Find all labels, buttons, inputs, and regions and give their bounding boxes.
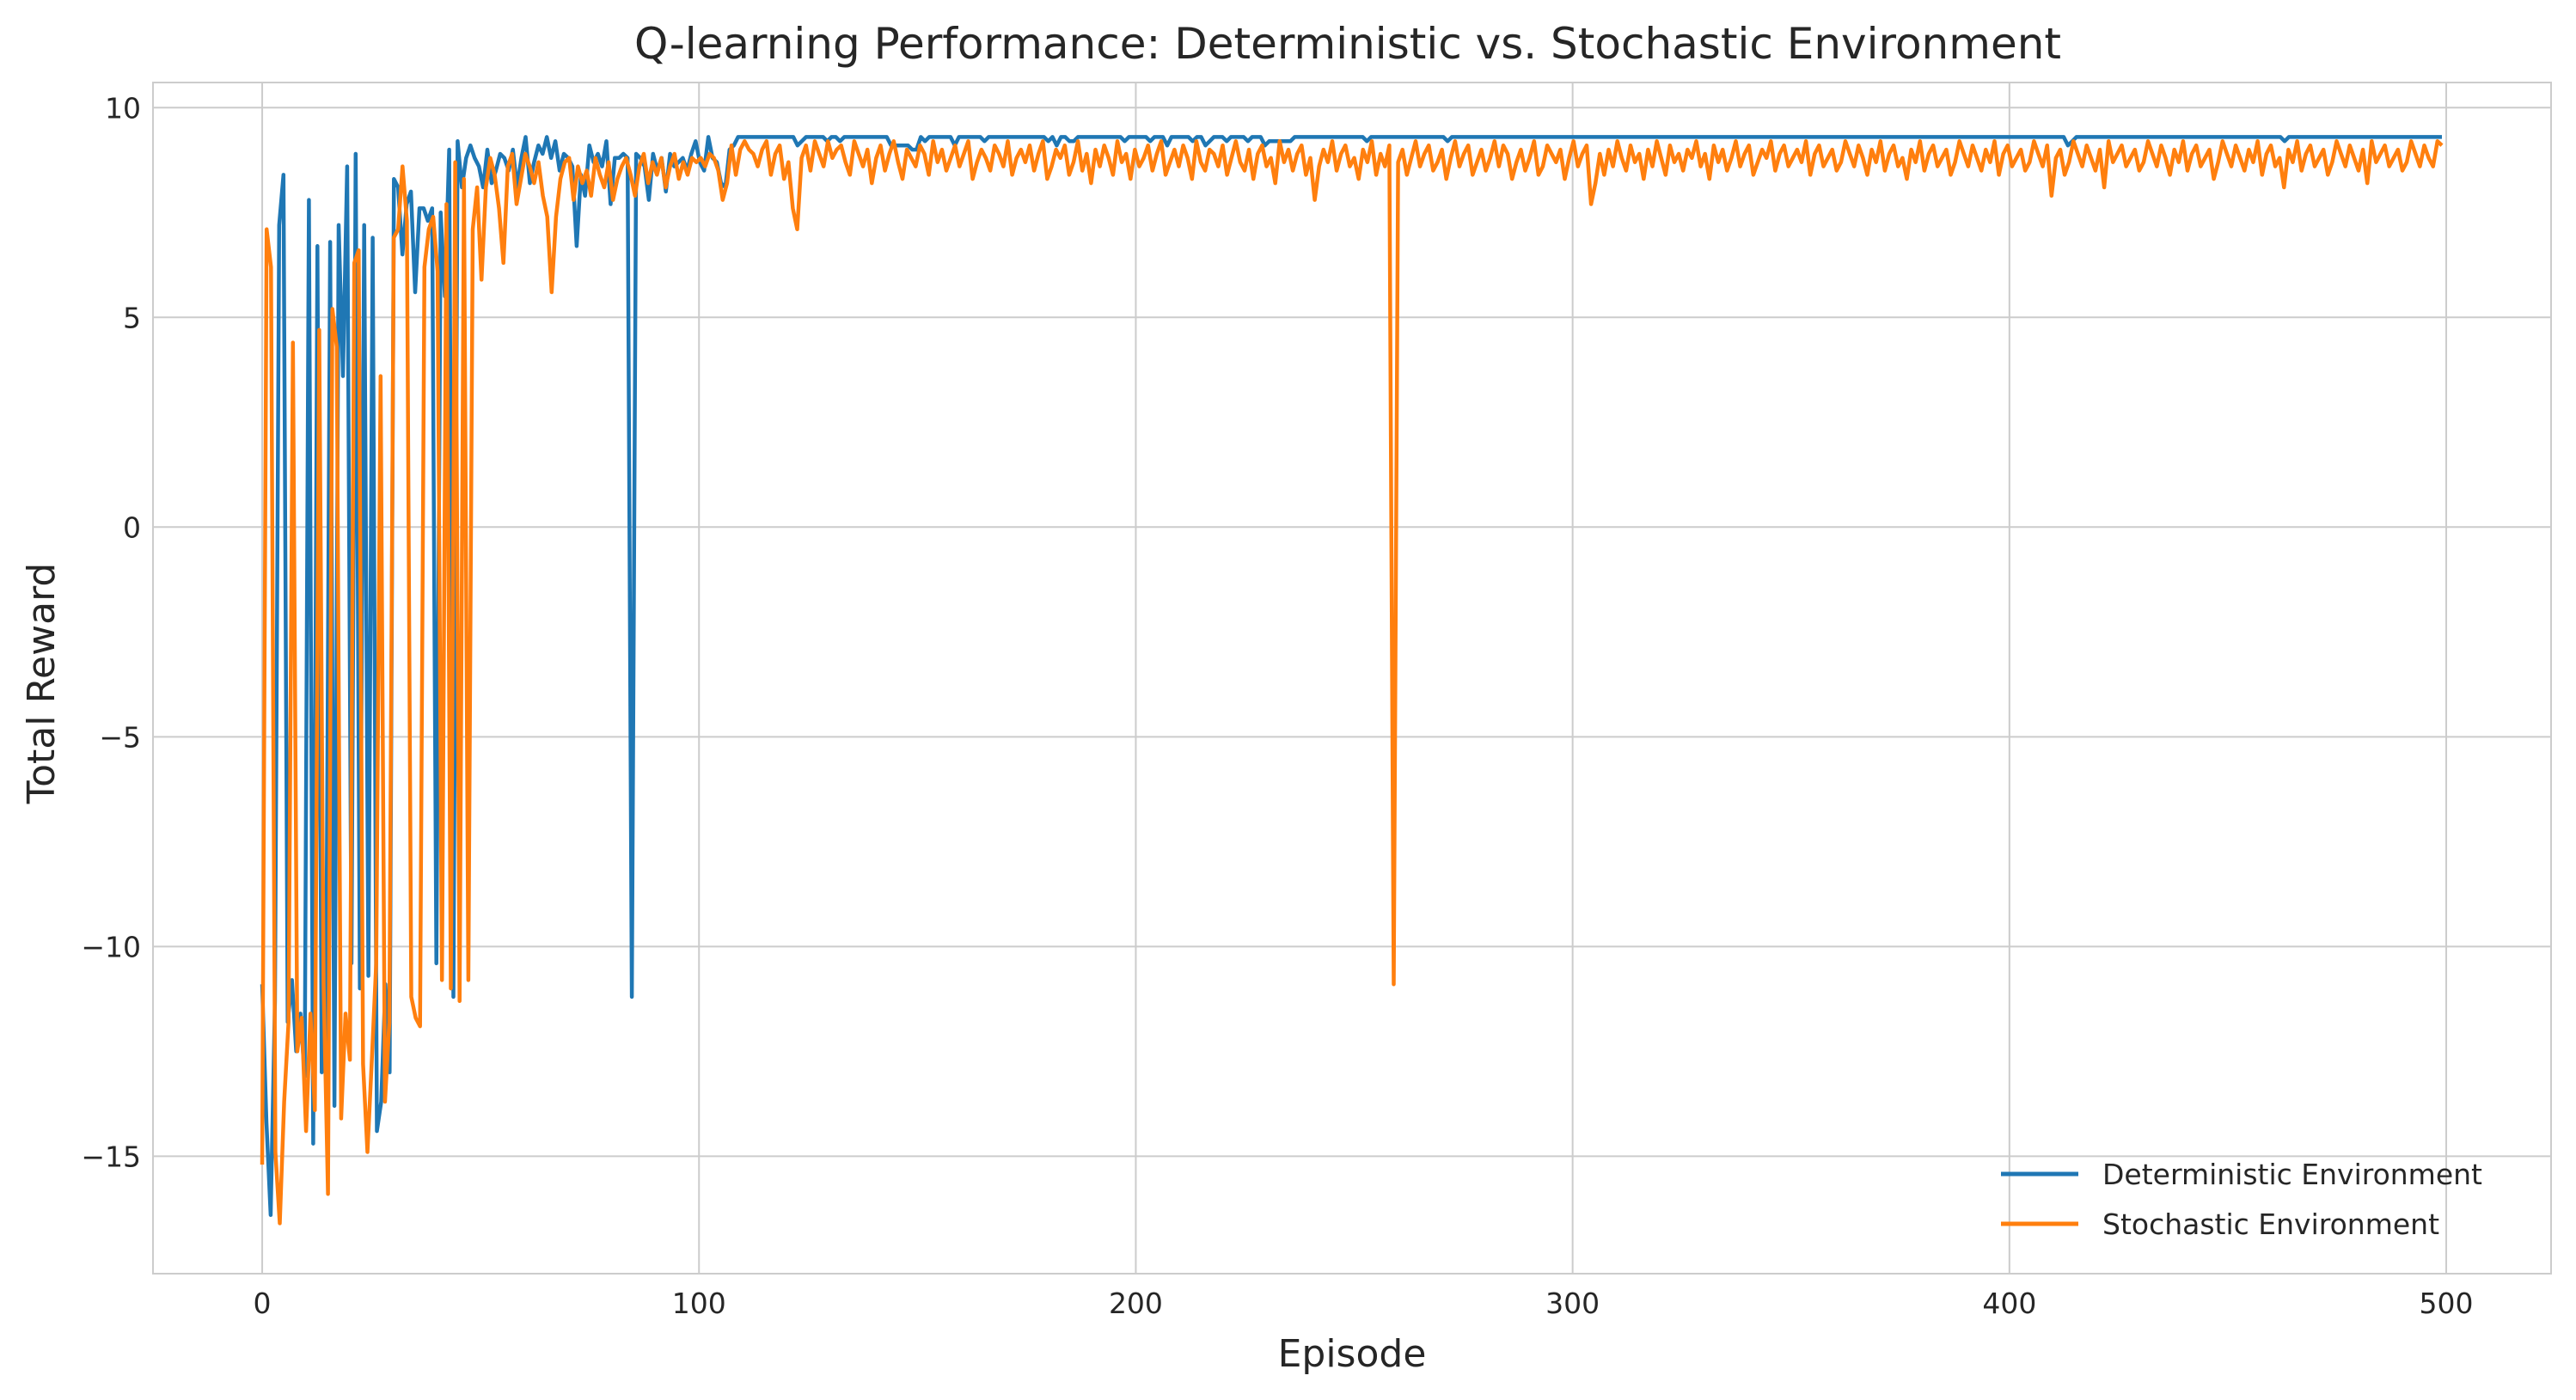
grid — [153, 83, 2551, 1274]
x-tick-label: 200 — [1109, 1287, 1163, 1320]
x-tick-label: 300 — [1545, 1287, 1600, 1320]
legend: Deterministic Environment Stochastic Env… — [2001, 1158, 2482, 1241]
x-tick-label: 500 — [2420, 1287, 2474, 1320]
y-tick-label: −10 — [81, 930, 141, 963]
legend-label-deterministic: Deterministic Environment — [2102, 1158, 2482, 1191]
x-tick-label: 100 — [672, 1287, 726, 1320]
y-axis-label: Total Reward — [20, 563, 64, 805]
y-tick-labels: −15 −10 −5 0 5 10 — [81, 91, 141, 1173]
y-tick-label: 0 — [123, 510, 141, 544]
series-lines — [260, 135, 2444, 1226]
y-tick-label: −5 — [99, 720, 141, 754]
y-tick-label: 5 — [123, 301, 141, 334]
y-tick-label: 10 — [105, 91, 141, 125]
x-tick-labels: 0 100 200 300 400 500 — [254, 1287, 2474, 1320]
plot-frame — [152, 82, 2552, 1275]
x-axis-label: Episode — [1278, 1332, 1427, 1376]
chart-title: Q-learning Performance: Deterministic vs… — [634, 19, 2061, 69]
legend-label-stochastic: Stochastic Environment — [2102, 1207, 2439, 1241]
series-line-stochastic — [260, 139, 2444, 1226]
x-tick-label: 400 — [1982, 1287, 2036, 1320]
x-tick-label: 0 — [254, 1287, 272, 1320]
y-tick-label: −15 — [81, 1140, 141, 1173]
series-line-deterministic — [260, 135, 2442, 1217]
